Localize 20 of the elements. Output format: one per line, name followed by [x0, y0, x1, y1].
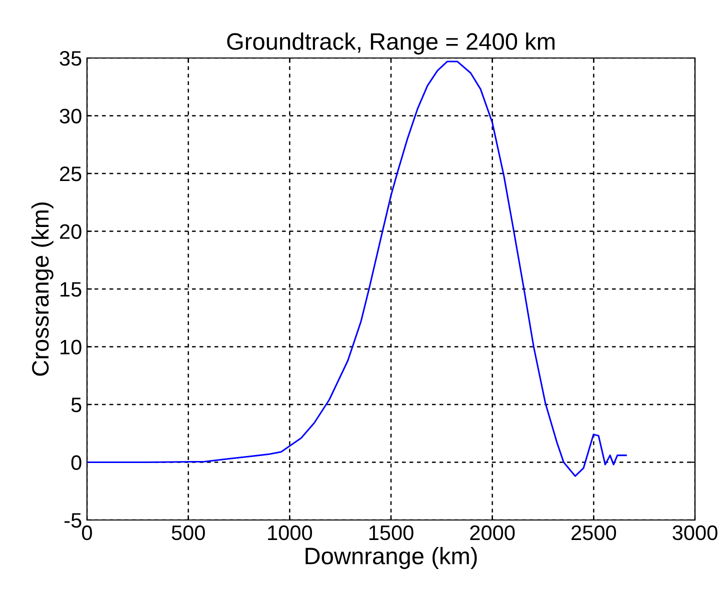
x-tick-label: 1000	[268, 525, 312, 540]
y-tick-label: 15	[60, 282, 82, 297]
y-tick-label: 30	[60, 108, 82, 124]
x-axis-title: Downrange (km)	[306, 547, 477, 570]
y-tick-label: 35	[60, 51, 82, 66]
chart-title: Groundtrack, Range = 2400 km	[227, 32, 554, 55]
y-tick-label: 0	[71, 455, 82, 470]
y-tick-label: 10	[60, 340, 82, 355]
x-tick-label: 2000	[470, 525, 515, 540]
x-tick-label: 500	[172, 525, 205, 540]
x-tick-label: 2500	[572, 525, 616, 540]
x-tick-label: 0	[82, 525, 92, 540]
x-tick-label: 3000	[672, 525, 718, 540]
y-axis-title: Crossrange (km)	[31, 202, 54, 376]
y-tick-label: 5	[71, 398, 82, 412]
line-series	[87, 60, 627, 477]
y-tick-label: -5	[64, 513, 82, 528]
y-tick-label: 25	[60, 166, 82, 182]
x-tick-label: 1500	[369, 525, 414, 540]
y-tick-label: 20	[60, 224, 82, 240]
